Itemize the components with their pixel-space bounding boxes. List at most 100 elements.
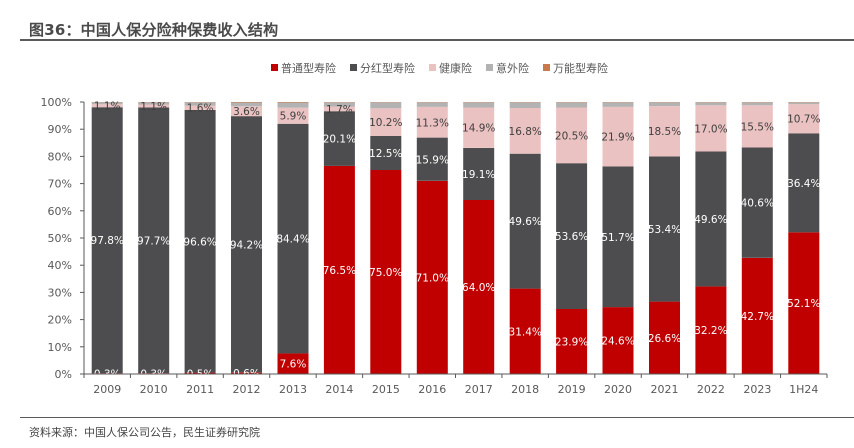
bar-segment-普通型寿险-2012	[231, 372, 262, 374]
legend-item: 普通型寿险	[271, 61, 336, 75]
data-label: 31.4%	[509, 326, 542, 338]
bar-segment-分红型寿险-2009	[91, 107, 123, 374]
bar-segment-分红型寿险-2016	[416, 137, 448, 181]
bar-segment-意外险-2011	[184, 102, 216, 106]
data-label: 36.4%	[787, 178, 820, 190]
bar-segment-意外险-2017	[463, 102, 495, 108]
data-label: 14.9%	[462, 123, 495, 135]
legend-label: 万能型寿险	[553, 61, 608, 75]
data-label: 94.2%	[230, 239, 263, 251]
data-label: 12.5%	[369, 148, 402, 160]
x-tick-label: 2015	[372, 383, 400, 396]
data-label: 1.6%	[187, 103, 214, 115]
bar-segment-分红型寿险-1H24	[788, 133, 820, 233]
bar-segment-分红型寿险-2019	[556, 163, 588, 309]
legend-label: 分红型寿险	[360, 61, 415, 75]
bar-segment-万能型寿险-2013	[277, 102, 309, 103]
x-tick-label: 2014	[325, 383, 353, 396]
data-label: 5.9%	[280, 111, 307, 123]
bar-segment-健康险-2015	[370, 108, 402, 136]
bar-segment-意外险-2015	[370, 102, 402, 109]
data-label: 51.7%	[601, 232, 634, 244]
legend-item: 健康险	[429, 61, 472, 75]
data-label: 53.4%	[648, 224, 681, 236]
bar-segment-普通型寿险-2021	[649, 301, 680, 374]
bar-segment-健康险-2014	[323, 106, 355, 112]
data-label: 32.2%	[694, 325, 727, 337]
bar-segment-意外险-2012	[231, 102, 262, 107]
data-label: 0.3%	[94, 369, 121, 381]
bar-segment-意外险-2023	[741, 102, 773, 106]
bar-segment-万能型寿险-2012	[231, 102, 262, 103]
data-label: 15.9%	[416, 154, 449, 166]
data-label: 11.3%	[416, 117, 449, 129]
data-label: 64.0%	[462, 282, 495, 294]
legend-item: 意外险	[486, 61, 529, 75]
legend: 普通型寿险 分红型寿险 健康险 意外险 万能型寿险	[271, 61, 608, 75]
y-tick-label: 50%	[48, 232, 72, 245]
bar-segment-健康险-2009	[91, 104, 123, 108]
bar-segment-普通型寿险-2015	[370, 170, 402, 374]
data-label: 0.3%	[140, 369, 167, 381]
data-label: 76.5%	[323, 265, 356, 277]
legend-swatch	[271, 64, 278, 71]
bar-segment-分红型寿险-2012	[231, 116, 262, 373]
data-label: 1.7%	[326, 104, 353, 116]
bar-segment-分红型寿险-2015	[370, 136, 402, 170]
data-label: 40.6%	[741, 198, 774, 210]
x-tick-label: 2019	[558, 383, 586, 396]
bar-segment-分红型寿险-2013	[277, 123, 309, 354]
data-label: 21.9%	[601, 132, 634, 144]
bar-segment-分红型寿险-2011	[184, 109, 216, 373]
bar-segment-分红型寿险-2017	[463, 148, 495, 200]
data-label: 18.5%	[648, 126, 681, 138]
y-tick-label: 80%	[48, 150, 72, 163]
bar-segment-健康险-2023	[741, 105, 773, 148]
bar-segment-意外险-2020	[602, 102, 634, 107]
x-tick-label: 2012	[233, 383, 261, 396]
data-label: 7.6%	[280, 359, 307, 371]
bar-segment-意外险-2014	[323, 102, 355, 107]
y-tick-label: 30%	[48, 286, 72, 299]
legend-label: 普通型寿险	[281, 61, 336, 75]
y-tick-label: 100%	[41, 96, 72, 109]
y-tick-label: 40%	[48, 259, 72, 272]
bar-segment-健康险-2022	[695, 105, 727, 152]
data-label: 17.0%	[694, 123, 727, 135]
bar-segment-普通型寿险-2013	[277, 353, 309, 374]
data-label: 15.5%	[741, 121, 774, 133]
x-tick-label: 2011	[186, 383, 214, 396]
bar-segment-健康险-2020	[602, 106, 634, 167]
bar-segment-分红型寿险-2023	[741, 147, 773, 258]
bar-segment-分红型寿险-2022	[695, 151, 727, 287]
data-label: 42.7%	[741, 311, 774, 323]
footer-divider	[20, 417, 854, 418]
x-tick-label: 2013	[279, 383, 307, 396]
y-tick-label: 0%	[55, 368, 72, 381]
data-label: 16.8%	[509, 126, 542, 138]
legend-label: 意外险	[496, 61, 529, 75]
data-label: 97.8%	[91, 235, 124, 247]
data-label: 1.1%	[140, 101, 167, 113]
bar-segment-分红型寿险-2020	[602, 166, 634, 308]
title-divider	[20, 39, 854, 41]
bar-segment-意外险-1H24	[788, 102, 820, 105]
data-label: 23.9%	[555, 337, 588, 349]
data-label: 49.6%	[509, 216, 542, 228]
x-tick-label: 2023	[743, 383, 771, 396]
legend-swatch	[543, 64, 550, 71]
data-label: 84.4%	[276, 234, 309, 246]
x-tick-label: 2018	[511, 383, 539, 396]
x-tick-label: 2020	[604, 383, 632, 396]
legend-item: 万能型寿险	[543, 61, 608, 75]
bar-segment-意外险-2022	[695, 102, 727, 106]
bar-segment-健康险-2017	[463, 107, 495, 148]
bar-segment-健康险-1H24	[788, 104, 820, 134]
bar-segment-健康险-2013	[277, 107, 309, 124]
data-label: 97.7%	[137, 235, 170, 247]
bar-segment-普通型寿险-2011	[184, 372, 216, 374]
bar-segment-普通型寿险-2018	[509, 288, 541, 374]
bar-segment-意外险-2018	[509, 102, 541, 108]
data-label: 1.1%	[94, 101, 121, 113]
